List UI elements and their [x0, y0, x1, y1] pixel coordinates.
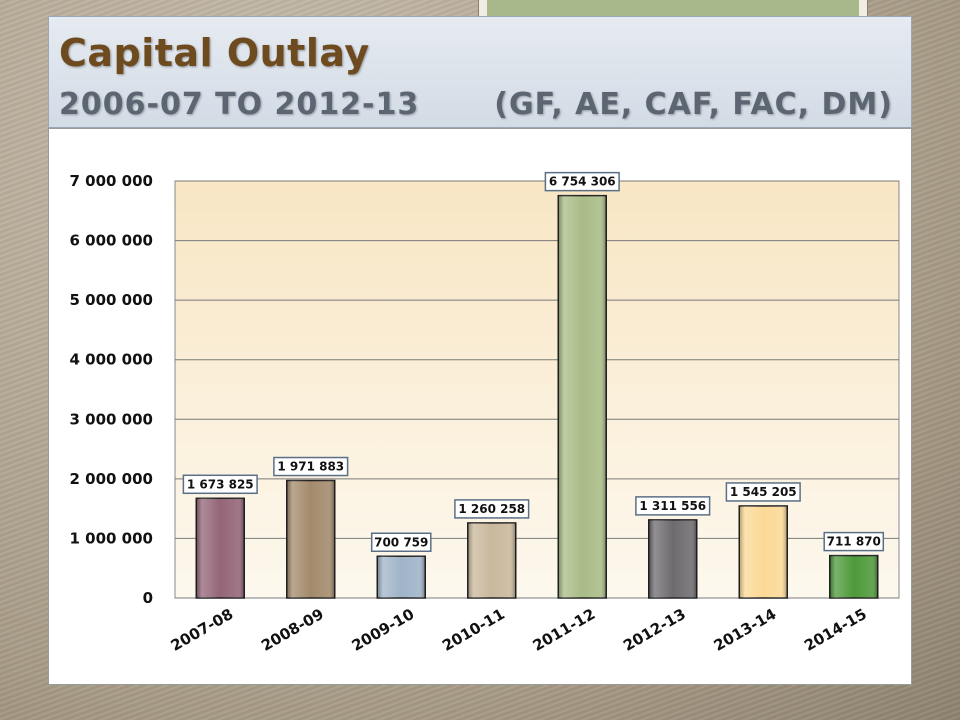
title-banner: Capital Outlay 2006-07 TO 2012-13 (GF, A… — [48, 16, 912, 128]
x-tick-label: 2010-11 — [439, 605, 508, 655]
page-subtitle-funds: (GF, AE, CAF, FAC, DM) — [494, 87, 893, 122]
plot-area — [174, 180, 900, 599]
bar-shading — [829, 555, 878, 598]
x-tick-label: 2012-13 — [620, 605, 689, 655]
data-label: 1 311 556 — [639, 499, 706, 513]
bar-chart: 0 1 000 000 2 000 000 3 000 000 4 000 000 5 0… — [69, 171, 900, 655]
data-label: 711 870 — [827, 535, 881, 549]
y-tick-label: 6 000 000 — [69, 232, 153, 250]
bar-shading — [286, 480, 335, 598]
y-tick-label: 2 000 000 — [69, 470, 153, 488]
data-label-box — [823, 531, 885, 552]
data-label: 1 673 825 — [187, 477, 254, 491]
bar-shading — [739, 505, 788, 598]
y-tick-label: 1 000 000 — [69, 529, 153, 547]
decorative-tab-fill — [487, 0, 859, 16]
data-label: 1 971 883 — [277, 460, 344, 474]
y-tick-label: 5 000 000 — [69, 291, 153, 309]
y-tick-label: 4 000 000 — [69, 351, 153, 369]
data-label-box — [182, 474, 258, 495]
chart-panel: 0 1 000 000 2 000 000 3 000 000 4 000 000 5 0… — [48, 128, 912, 685]
x-tick-label: 2009-10 — [349, 605, 418, 655]
bar-shading — [377, 556, 426, 598]
y-tick-label: 3 000 000 — [69, 410, 153, 428]
data-label: 700 759 — [374, 535, 428, 549]
page-subtitle-years: 2006-07 TO 2012-13 — [59, 87, 420, 122]
x-tick-label: 2011-12 — [530, 605, 599, 655]
data-label-box — [370, 532, 432, 553]
x-tick-label: 2008-09 — [258, 605, 327, 655]
y-tick-label: 0 — [143, 589, 153, 607]
data-label-box — [635, 496, 711, 516]
x-tick-label: 2007-08 — [168, 605, 237, 655]
data-label-box — [725, 482, 801, 502]
data-label-box — [454, 499, 530, 519]
bar-shading — [558, 195, 607, 598]
data-label: 6 754 306 — [549, 175, 616, 189]
bar-shading — [196, 498, 245, 598]
data-label-box — [544, 171, 620, 192]
page-title: Capital Outlay — [59, 31, 370, 75]
bar-shading — [648, 519, 697, 598]
data-label: 1 545 205 — [730, 485, 797, 499]
x-tick-label: 2014-15 — [801, 605, 870, 655]
bar-shading — [467, 522, 516, 598]
data-label: 1 260 258 — [458, 502, 525, 516]
y-tick-label: 7 000 000 — [69, 172, 153, 190]
x-tick-label: 2013-14 — [711, 605, 780, 655]
data-label-box — [273, 456, 349, 477]
